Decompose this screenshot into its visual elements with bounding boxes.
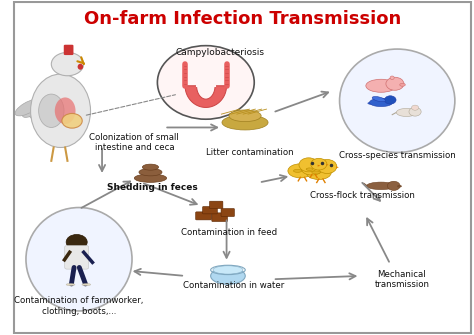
Ellipse shape xyxy=(229,110,261,122)
Text: Campylobacteriosis: Campylobacteriosis xyxy=(176,48,265,57)
Text: Cross-species transmission: Cross-species transmission xyxy=(339,151,456,160)
Text: Mechanical
transmission: Mechanical transmission xyxy=(374,270,429,289)
Ellipse shape xyxy=(306,168,313,171)
Polygon shape xyxy=(326,164,328,166)
Ellipse shape xyxy=(134,174,167,182)
Polygon shape xyxy=(318,164,320,166)
Circle shape xyxy=(62,114,82,128)
Circle shape xyxy=(311,158,327,170)
Text: Colonization of small
intestine and ceca: Colonization of small intestine and ceca xyxy=(90,133,179,152)
Ellipse shape xyxy=(306,165,331,180)
Text: Shedding in feces: Shedding in feces xyxy=(108,183,198,192)
Ellipse shape xyxy=(312,171,320,174)
FancyBboxPatch shape xyxy=(14,2,471,333)
Text: On-farm Infection Transmission: On-farm Infection Transmission xyxy=(84,10,401,28)
FancyBboxPatch shape xyxy=(196,212,211,220)
FancyBboxPatch shape xyxy=(210,201,223,208)
Ellipse shape xyxy=(367,182,395,190)
Ellipse shape xyxy=(66,283,75,286)
Text: Contamination of farmworker,
clothing, boots,...: Contamination of farmworker, clothing, b… xyxy=(14,296,144,316)
FancyBboxPatch shape xyxy=(64,45,73,55)
Ellipse shape xyxy=(39,94,64,127)
Circle shape xyxy=(411,105,419,110)
Ellipse shape xyxy=(29,96,46,119)
Ellipse shape xyxy=(78,64,83,70)
Ellipse shape xyxy=(139,169,162,176)
Ellipse shape xyxy=(366,79,396,92)
FancyBboxPatch shape xyxy=(202,207,218,214)
Text: Litter contamination: Litter contamination xyxy=(206,148,293,157)
Ellipse shape xyxy=(142,164,158,170)
Circle shape xyxy=(387,181,400,190)
Ellipse shape xyxy=(288,164,313,178)
Ellipse shape xyxy=(301,163,322,175)
Polygon shape xyxy=(336,166,339,168)
Circle shape xyxy=(299,158,319,172)
Circle shape xyxy=(66,234,87,250)
Ellipse shape xyxy=(398,185,401,187)
Text: Contamination in feed: Contamination in feed xyxy=(181,228,277,237)
Ellipse shape xyxy=(370,98,392,107)
Ellipse shape xyxy=(26,208,132,311)
Ellipse shape xyxy=(396,109,417,117)
FancyBboxPatch shape xyxy=(221,208,235,216)
FancyBboxPatch shape xyxy=(212,213,228,221)
Ellipse shape xyxy=(339,49,455,152)
Ellipse shape xyxy=(222,115,268,130)
Ellipse shape xyxy=(390,76,394,79)
Ellipse shape xyxy=(22,97,44,118)
Ellipse shape xyxy=(368,102,374,104)
Ellipse shape xyxy=(293,169,302,172)
Ellipse shape xyxy=(400,83,405,86)
Circle shape xyxy=(409,107,421,116)
FancyBboxPatch shape xyxy=(65,246,89,269)
Ellipse shape xyxy=(372,96,385,102)
Ellipse shape xyxy=(55,97,75,124)
Ellipse shape xyxy=(157,46,254,119)
Text: Contamination in water: Contamination in water xyxy=(183,281,284,290)
Circle shape xyxy=(386,77,404,90)
Ellipse shape xyxy=(82,283,91,286)
Circle shape xyxy=(318,159,337,174)
Ellipse shape xyxy=(30,74,91,147)
Circle shape xyxy=(384,96,396,104)
Ellipse shape xyxy=(213,266,243,274)
Ellipse shape xyxy=(15,99,41,116)
Text: Cross-flock transmission: Cross-flock transmission xyxy=(310,191,415,200)
Ellipse shape xyxy=(210,268,245,284)
Polygon shape xyxy=(185,86,227,108)
Circle shape xyxy=(51,52,83,76)
